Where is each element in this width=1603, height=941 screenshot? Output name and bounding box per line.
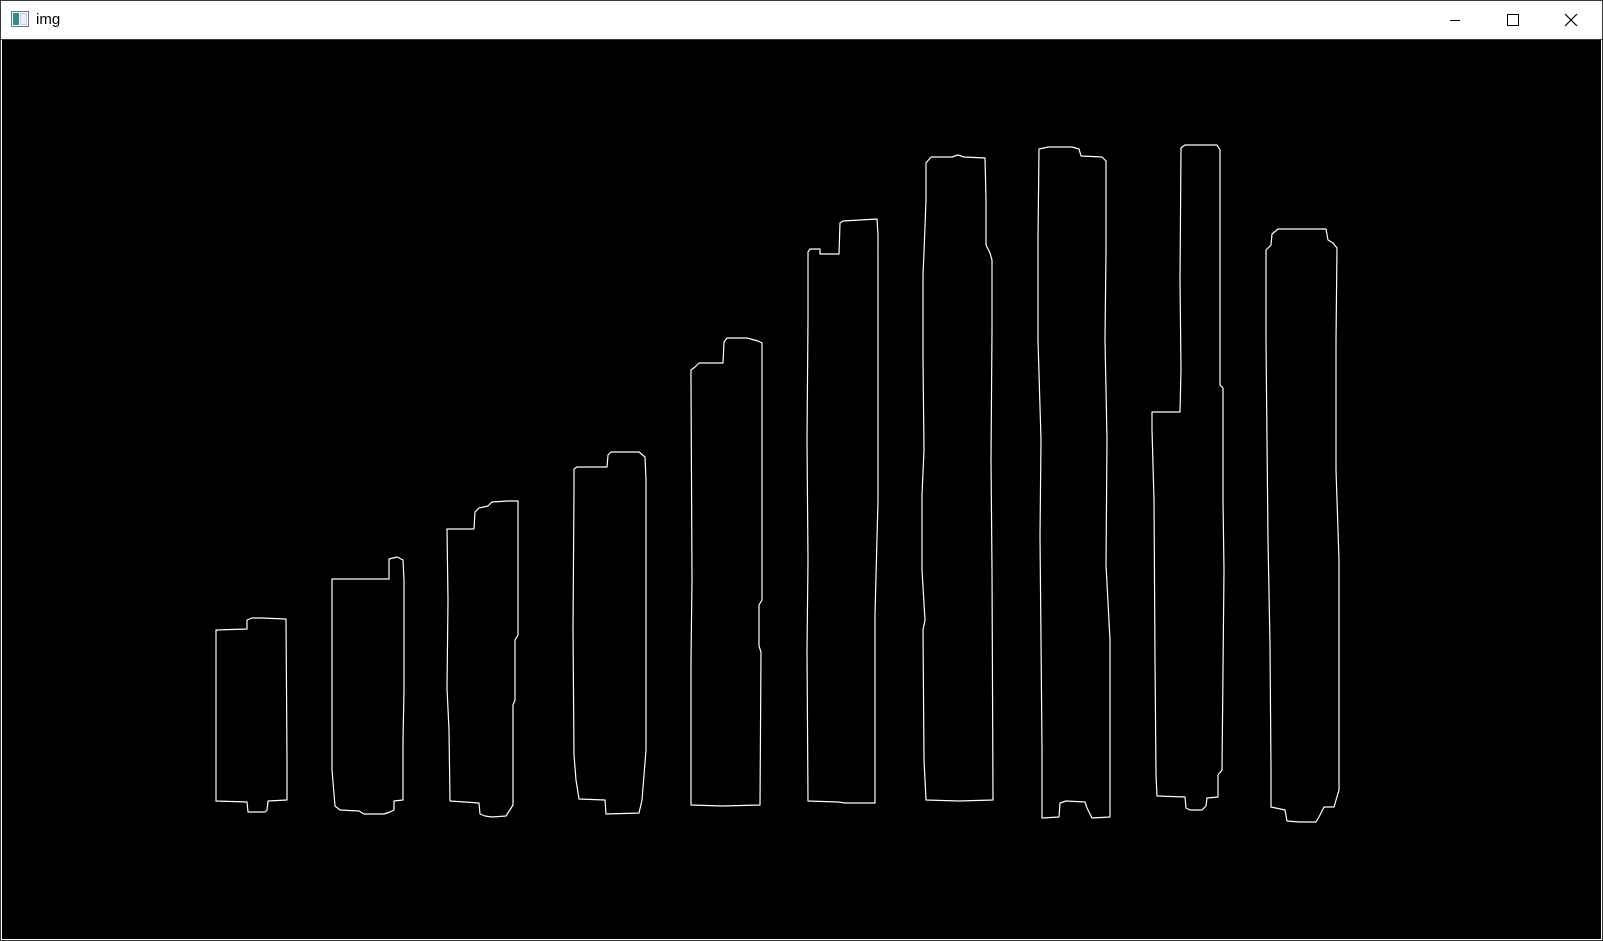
- contour-10: [1265, 228, 1340, 823]
- image-canvas: [2, 40, 1601, 939]
- contour-5: [690, 337, 763, 807]
- minimize-icon: [1450, 20, 1460, 21]
- contour-7: [921, 154, 994, 802]
- contour-6: [806, 218, 879, 804]
- title-bar[interactable]: img: [1, 1, 1602, 40]
- window-title: img: [36, 11, 61, 28]
- maximize-button[interactable]: [1484, 1, 1542, 39]
- contour-4: [572, 451, 647, 815]
- close-icon: [1564, 13, 1578, 27]
- contour-drawing: [215, 144, 1340, 823]
- contour-2: [331, 556, 405, 815]
- minimize-button[interactable]: [1426, 1, 1484, 39]
- contour-1: [215, 617, 288, 813]
- contour-8: [1037, 146, 1111, 819]
- app-icon: [11, 11, 29, 27]
- close-button[interactable]: [1542, 1, 1600, 39]
- contour-9: [1151, 144, 1225, 811]
- maximize-icon: [1507, 14, 1519, 26]
- contour-3: [446, 500, 519, 818]
